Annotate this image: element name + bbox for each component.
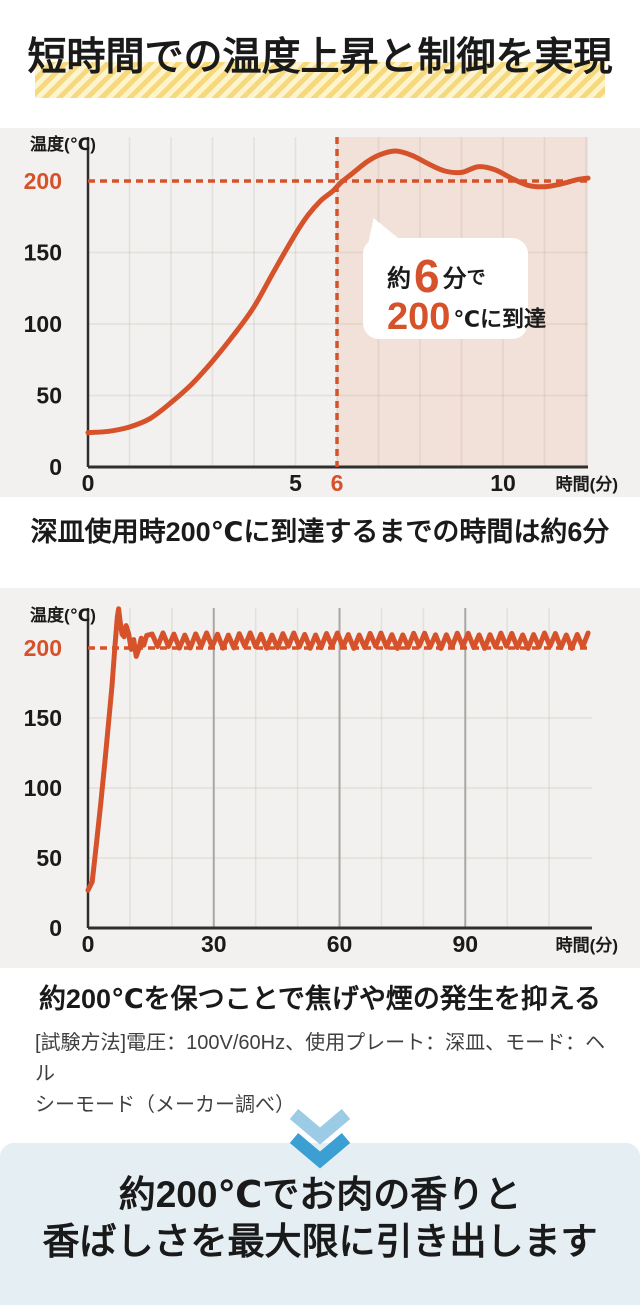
x-tick-label: 0 — [82, 470, 95, 496]
x-axis-label: 時間(分) — [556, 935, 618, 955]
conclusion-line1: 約200℃でお肉の香りと — [118, 1174, 522, 1215]
y-tick-label: 50 — [36, 845, 62, 871]
temperature-hold-chart-svg: 0 50 100 150 200 0 30 60 90 温度(℃) 時間(分) — [24, 605, 618, 957]
y-tick-label: 200 — [24, 168, 62, 194]
test-method-note-line1: [試験方法]電圧：100V/60Hz、使用プレート：深皿、モード：ヘル — [35, 1032, 606, 1085]
page-title: 短時間での温度上昇と制御を実現 — [27, 36, 613, 79]
y-tick-label: 0 — [49, 915, 62, 941]
chart2-caption: 約200℃を保つことで焦げや煙の発生を抑える — [38, 984, 602, 1014]
bubble-temp-text: ℃に到達 — [453, 306, 547, 332]
y-tick-label: 200 — [24, 635, 62, 661]
x-tick-label: 90 — [452, 931, 478, 957]
x-tick-label: 0 — [82, 931, 95, 957]
chevron-light-stroke — [289, 1109, 351, 1145]
x-tick-label: 10 — [490, 470, 516, 496]
y-tick-label: 0 — [49, 454, 62, 480]
bubble-temp-value: 200 — [387, 296, 451, 338]
bubble-line2: 200 ℃に到達 — [387, 296, 546, 339]
temperature-curve — [85, 148, 591, 436]
caption-block-2: 約200℃を保つことで焦げや煙の発生を抑える [試験方法]電圧：100V/60H… — [0, 968, 640, 1143]
bubble-minutes-value: 6 — [414, 250, 440, 302]
test-method-note-line2: シーモード（メーカー調べ） — [35, 1094, 295, 1116]
x-tick-label: 6 — [331, 470, 344, 496]
chart1-caption: 深皿使用時200℃に到達するまでの時間は約6分 — [30, 517, 610, 547]
y-tick-label: 100 — [24, 775, 62, 801]
conclusion-panel: 約200℃でお肉の香りと 香ばしさを最大限に引き出します — [0, 1143, 640, 1305]
y-tick-label: 150 — [24, 240, 62, 266]
x-tick-label: 5 — [289, 470, 302, 496]
yellow-highlight-band — [35, 62, 605, 98]
bubble-minutes-unit: 分 — [442, 265, 467, 293]
title-block: 短時間での温度上昇と制御を実現 — [0, 0, 640, 128]
temperature-hold-chart: 0 50 100 150 200 0 30 60 90 温度(℃) 時間(分) — [0, 588, 640, 968]
temperature-curve — [85, 606, 591, 893]
bubble-line1: 約6 分で — [387, 249, 486, 303]
chevron-down-icon — [289, 1109, 351, 1169]
y-axis-label: 温度(℃) — [30, 605, 96, 625]
bubble-particle: で — [466, 267, 486, 289]
x-tick-label: 60 — [327, 931, 353, 957]
y-tick-label: 100 — [24, 311, 62, 337]
x-axis-label: 時間(分) — [556, 474, 618, 494]
y-tick-label: 50 — [36, 383, 62, 409]
y-tick-label: 150 — [24, 705, 62, 731]
test-method-note: [試験方法]電圧：100V/60Hz、使用プレート：深皿、モード：ヘル シーモー… — [35, 1028, 613, 1121]
reach-time-speech-bubble: 約6 分で 200 ℃に到達 — [363, 238, 546, 339]
caption-block-1: 深皿使用時200℃に到達するまでの時間は約6分 — [0, 497, 640, 588]
y-axis-label: 温度(℃) — [30, 134, 96, 154]
conclusion-text: 約200℃でお肉の香りと 香ばしさを最大限に引き出します — [0, 1143, 640, 1265]
bubble-prefix: 約 — [387, 265, 411, 293]
x-tick-label: 30 — [201, 931, 227, 957]
chevron-dark-stroke — [289, 1133, 351, 1169]
conclusion-line2: 香ばしさを最大限に引き出します — [42, 1221, 598, 1262]
